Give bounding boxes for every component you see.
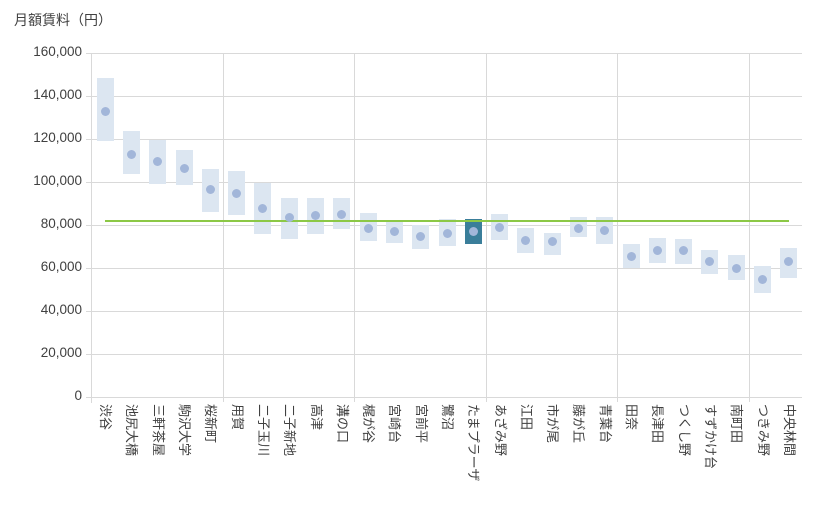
marker-dot (626, 251, 636, 261)
x-axis-tick (748, 397, 750, 402)
vertical-gridline (222, 53, 224, 397)
x-axis-label: 藤が丘 (571, 404, 587, 444)
vertical-gridline (617, 53, 619, 397)
y-axis-tick (86, 310, 92, 312)
y-axis-label: 0 (74, 388, 82, 403)
x-axis-label: つくし野 (676, 404, 692, 457)
y-axis-tick (86, 181, 92, 183)
y-axis-tick (86, 224, 92, 226)
marker-dot (758, 275, 768, 285)
marker-dot (652, 246, 662, 256)
x-axis-label: たまプラーザ (466, 404, 482, 482)
marker-dot (126, 149, 136, 159)
marker-dot (679, 246, 689, 256)
y-axis-label: 20,000 (40, 345, 82, 360)
x-axis-label: 溝の口 (334, 404, 350, 444)
x-axis-label: 鷺沼 (440, 404, 455, 431)
y-axis-tick (86, 52, 92, 54)
x-axis-label: 池尻大橋 (124, 404, 140, 457)
chart-title: 月額賃料（円） (14, 12, 112, 28)
y-axis-label: 160,000 (33, 44, 82, 59)
x-axis-label: 駒沢大学 (177, 404, 193, 457)
x-axis-label: 宮崎台 (387, 404, 403, 444)
vertical-gridline (748, 53, 750, 397)
marker-dot (100, 106, 110, 116)
x-axis-label: 江田 (518, 404, 534, 431)
x-axis-label: 用賀 (229, 404, 245, 431)
y-axis-label: 120,000 (33, 130, 82, 145)
y-axis-label: 80,000 (40, 216, 82, 231)
marker-dot (232, 189, 242, 199)
marker-dot (731, 263, 741, 273)
y-axis-tick (86, 353, 92, 355)
marker-dot (179, 163, 189, 173)
y-axis-label: 60,000 (40, 259, 82, 274)
marker-dot (495, 222, 505, 232)
x-axis-label: 市が尾 (545, 404, 561, 444)
x-axis-tick (485, 397, 487, 402)
marker-dot (416, 232, 426, 242)
marker-dot (521, 235, 531, 245)
x-axis-label: 梶が谷 (361, 404, 377, 444)
horizontal-gridline (92, 52, 802, 54)
y-axis-label: 140,000 (33, 87, 82, 102)
y-axis-label: 100,000 (33, 173, 82, 188)
marker-dot (547, 236, 557, 246)
x-axis-label: 桜新町 (203, 404, 219, 444)
marker-dot (784, 257, 794, 267)
vertical-gridline (354, 53, 356, 397)
horizontal-gridline (92, 138, 802, 140)
marker-dot (363, 223, 373, 233)
x-axis-label: 高津 (308, 404, 324, 431)
y-axis-tick (86, 396, 92, 398)
horizontal-gridline (92, 95, 802, 97)
horizontal-gridline (92, 181, 802, 183)
x-axis-label: 長津田 (650, 404, 666, 444)
x-axis-label: 宮前平 (413, 404, 429, 444)
vertical-gridline (485, 53, 487, 397)
x-axis-label: つきみ野 (755, 404, 771, 457)
x-axis-label: すずかけ台 (702, 404, 718, 470)
marker-dot (442, 229, 452, 239)
marker-dot (705, 257, 715, 267)
y-axis-tick (86, 95, 92, 97)
x-axis-label: 南町田 (729, 404, 745, 444)
x-axis-label: あざみ野 (492, 404, 508, 457)
y-axis-label: 40,000 (40, 302, 82, 317)
x-axis-tick (222, 397, 224, 402)
marker-dot (258, 204, 268, 214)
marker-dot (573, 223, 583, 233)
horizontal-gridline (92, 396, 802, 398)
x-axis-label: 中央林間 (781, 404, 797, 457)
x-axis-label: 渋谷 (98, 404, 114, 431)
marker-dot (600, 225, 610, 235)
y-axis-tick (86, 138, 92, 140)
average-line (105, 219, 789, 222)
x-axis-label: 二子玉川 (255, 404, 271, 457)
x-axis-tick (617, 397, 619, 402)
marker-dot (468, 226, 478, 236)
horizontal-gridline (92, 310, 802, 312)
marker-dot (153, 157, 163, 167)
marker-dot (205, 185, 215, 195)
x-axis-label: 田奈 (624, 404, 640, 431)
x-axis-label: 二子新地 (282, 404, 298, 457)
horizontal-gridline (92, 267, 802, 269)
marker-dot (284, 212, 294, 222)
y-axis-tick (86, 267, 92, 269)
y-axis-line (91, 53, 92, 403)
x-axis-label: 青葉台 (597, 404, 613, 444)
marker-dot (311, 210, 321, 220)
marker-dot (389, 226, 399, 236)
x-axis-label: 三軒茶屋 (150, 404, 166, 457)
marker-dot (337, 209, 347, 219)
x-axis-tick (354, 397, 356, 402)
horizontal-gridline (92, 353, 802, 355)
